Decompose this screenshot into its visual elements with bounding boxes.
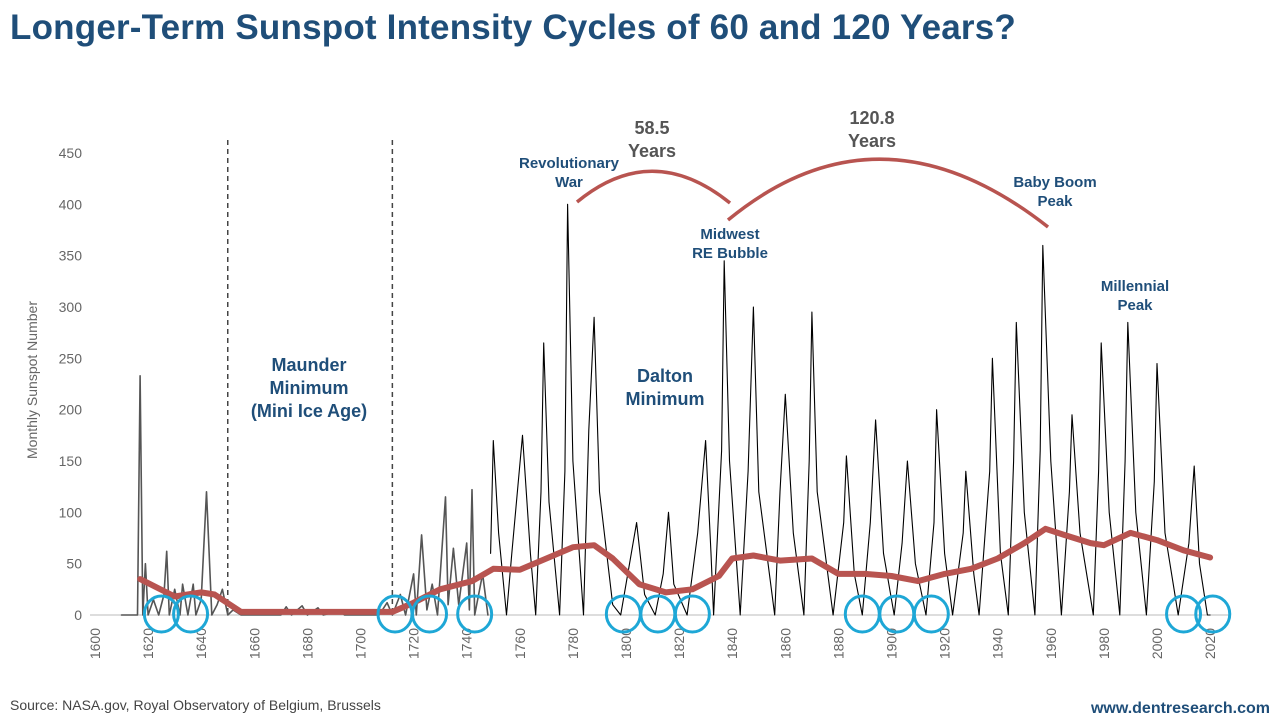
x-tick-label: 1740 (459, 628, 475, 659)
smoothed-series-line (137, 525, 1214, 615)
x-tick-label: 1940 (990, 628, 1006, 659)
x-tick-label: 1620 (140, 628, 156, 659)
annotation-midwest-2: RE Bubble (692, 245, 768, 262)
y-tick-label: 200 (59, 402, 83, 418)
y-tick-label: 300 (59, 299, 83, 315)
annotation-millennial-1: Millennial (1101, 278, 1169, 295)
annotation-cycle2-value: 120.8 (849, 108, 894, 128)
annotation-dalton-1: Dalton (637, 366, 693, 386)
solar-minimum-circle (912, 594, 950, 634)
solar-minimum-circle (1165, 594, 1203, 634)
solar-minimum-circle (456, 594, 494, 634)
annotation-midwest-1: Midwest (700, 226, 759, 243)
annotation-baby-boom-2: Peak (1037, 193, 1073, 210)
monthly-series-line (490, 203, 1211, 616)
x-tick-label: 1760 (512, 628, 528, 659)
annotation-millennial-2: Peak (1117, 297, 1153, 314)
cycle-arc (726, 157, 1050, 229)
y-axis-label: Monthly Sunspot Number (24, 301, 40, 459)
x-tick-label: 1660 (246, 628, 262, 659)
solar-minimum-circle (673, 594, 711, 634)
x-tick-label: 1840 (724, 628, 740, 659)
solar-minimum-circle (142, 594, 180, 634)
cycle-arc (575, 169, 732, 205)
annotation-maunder-1: Maunder (271, 355, 346, 375)
x-tick-label: 1900 (884, 628, 900, 659)
x-tick-label: 2020 (1202, 628, 1218, 659)
x-tick-label: 1640 (193, 628, 209, 659)
y-tick-label: 400 (59, 196, 83, 212)
solar-minimum-circle (1194, 594, 1232, 634)
annotation-revolutionary-war-2: War (555, 174, 583, 191)
x-tick-label: 1700 (353, 628, 369, 659)
x-tick-label: 1920 (937, 628, 953, 659)
x-tick-label: 1980 (1096, 628, 1112, 659)
annotation-cycle1-value: 58.5 (634, 118, 669, 138)
annotation-maunder-2: Minimum (270, 378, 349, 398)
x-tick-label: 1860 (777, 628, 793, 659)
x-tick-label: 1780 (565, 628, 581, 659)
x-tick-label: 1600 (87, 628, 103, 659)
annotation-maunder-3: (Mini Ice Age) (251, 401, 367, 421)
x-tick-label: 1680 (299, 628, 315, 659)
y-tick-label: 150 (59, 453, 83, 469)
y-tick-label: 450 (59, 145, 83, 161)
website-link[interactable]: www.dentresearch.com (1090, 700, 1270, 717)
x-tick-label: 1880 (830, 628, 846, 659)
annotation-cycle1-unit: Years (628, 141, 676, 161)
x-tick-label: 1720 (406, 628, 422, 659)
y-tick-label: 50 (66, 556, 82, 572)
annotations: Revolutionary War Midwest RE Bubble Baby… (251, 108, 1169, 421)
x-tick-label: 2000 (1149, 628, 1165, 659)
y-tick-label: 100 (59, 504, 83, 520)
annotation-dalton-2: Minimum (626, 389, 705, 409)
x-tick-label: 1800 (618, 628, 634, 659)
y-tick-label: 250 (59, 350, 83, 366)
solar-minimum-circle (878, 594, 916, 634)
annotation-baby-boom-1: Baby Boom (1013, 174, 1096, 191)
x-tick-label: 1960 (1043, 628, 1059, 659)
annotation-revolutionary-war-1: Revolutionary (519, 155, 620, 172)
y-tick-label: 350 (59, 248, 83, 264)
annotation-cycle2-unit: Years (848, 131, 896, 151)
page-title: Longer-Term Sunspot Intensity Cycles of … (10, 8, 1016, 47)
source-note: Source: NASA.gov, Royal Observatory of B… (10, 697, 381, 713)
y-tick-label: 0 (74, 607, 82, 623)
solar-minimum-circle (411, 594, 449, 634)
x-tick-label: 1820 (671, 628, 687, 659)
solar-minimum-circle (172, 594, 210, 634)
